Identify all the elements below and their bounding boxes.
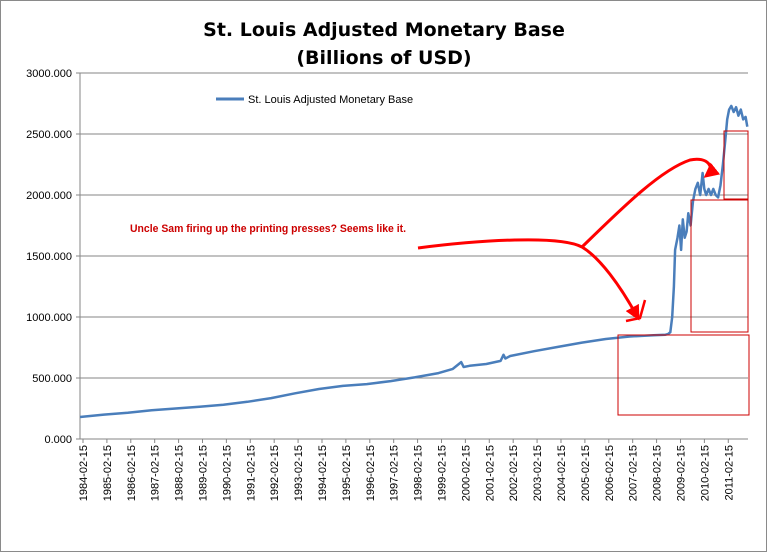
x-tick-label: 2009-02-15 (675, 445, 687, 501)
x-tick-label: 1994-02-15 (317, 445, 329, 501)
x-tick-label: 1993-02-15 (293, 445, 305, 501)
x-tick-label: 2006-02-15 (604, 445, 616, 501)
y-axis: 0.000 500.000 1000.000 1500.000 2000.000 2500… (26, 68, 81, 446)
annotations: Uncle Sam firing up the printing presses… (130, 130, 750, 416)
chart-subtitle: (Billions of USD) (296, 47, 471, 69)
y-tick-label: 2000.000 (26, 190, 72, 202)
x-tick-label: 1987-02-15 (150, 445, 162, 501)
highlight-box-middle (690, 199, 749, 333)
x-axis: 1984-02-15 1985-02-15 1986-02-15 1987-02-15… (78, 438, 748, 501)
y-tick-label: 2500.000 (26, 129, 72, 141)
x-tick-label: 2004-02-15 (556, 445, 568, 501)
x-tick-label: 1991-02-15 (245, 445, 257, 501)
x-tick-label: 1989-02-15 (197, 445, 209, 501)
series-layer (79, 104, 749, 419)
x-tick-label: 1988-02-15 (174, 445, 186, 501)
series-line (79, 104, 749, 419)
y-tick-label: 500.000 (32, 373, 72, 385)
x-tick-label: 2005-02-15 (580, 445, 592, 501)
x-tick-label: 1992-02-15 (269, 445, 281, 501)
x-tick-label: 2010-02-15 (699, 445, 711, 501)
x-tick-label: 1985-02-15 (102, 445, 114, 501)
x-tick-label: 2008-02-15 (652, 445, 664, 501)
x-tick-label: 2000-02-15 (460, 445, 472, 501)
x-tick-label: 2003-02-15 (532, 445, 544, 501)
legend: St. Louis Adjusted Monetary Base (216, 94, 413, 106)
chart-title: St. Louis Adjusted Monetary Base (203, 19, 565, 41)
highlight-box-lower (617, 334, 750, 416)
x-tick-label: 2007-02-15 (628, 445, 640, 501)
y-tick-label: 0.000 (44, 434, 72, 446)
x-tick-label: 2002-02-15 (508, 445, 520, 501)
x-tick-label: 2001-02-15 (484, 445, 496, 501)
x-tick-label: 1996-02-15 (365, 445, 377, 501)
x-tick-label: 1995-02-15 (341, 445, 353, 501)
y-tick-label: 1500.000 (26, 251, 72, 263)
annotation-arrow-main (417, 238, 640, 321)
y-tick-label: 3000.000 (26, 68, 72, 80)
x-tick-label: 2011-02-15 (723, 445, 735, 500)
x-tick-label: 1984-02-15 (78, 445, 90, 501)
y-tick-label: 1000.000 (26, 312, 72, 324)
x-tick-label: 1997-02-15 (389, 445, 401, 501)
x-tick-label: 1999-02-15 (436, 445, 448, 501)
highlight-box-upper (723, 130, 749, 200)
annotation-arrow-hook (625, 299, 647, 323)
annotation-arrow-upper (580, 157, 721, 249)
x-tick-label: 1998-02-15 (413, 445, 425, 501)
legend-entry: St. Louis Adjusted Monetary Base (248, 94, 413, 106)
annotation-text: Uncle Sam firing up the printing presses… (130, 223, 406, 235)
x-tick-label: 1986-02-15 (126, 445, 138, 501)
x-tick-label: 1990-02-15 (221, 445, 233, 501)
